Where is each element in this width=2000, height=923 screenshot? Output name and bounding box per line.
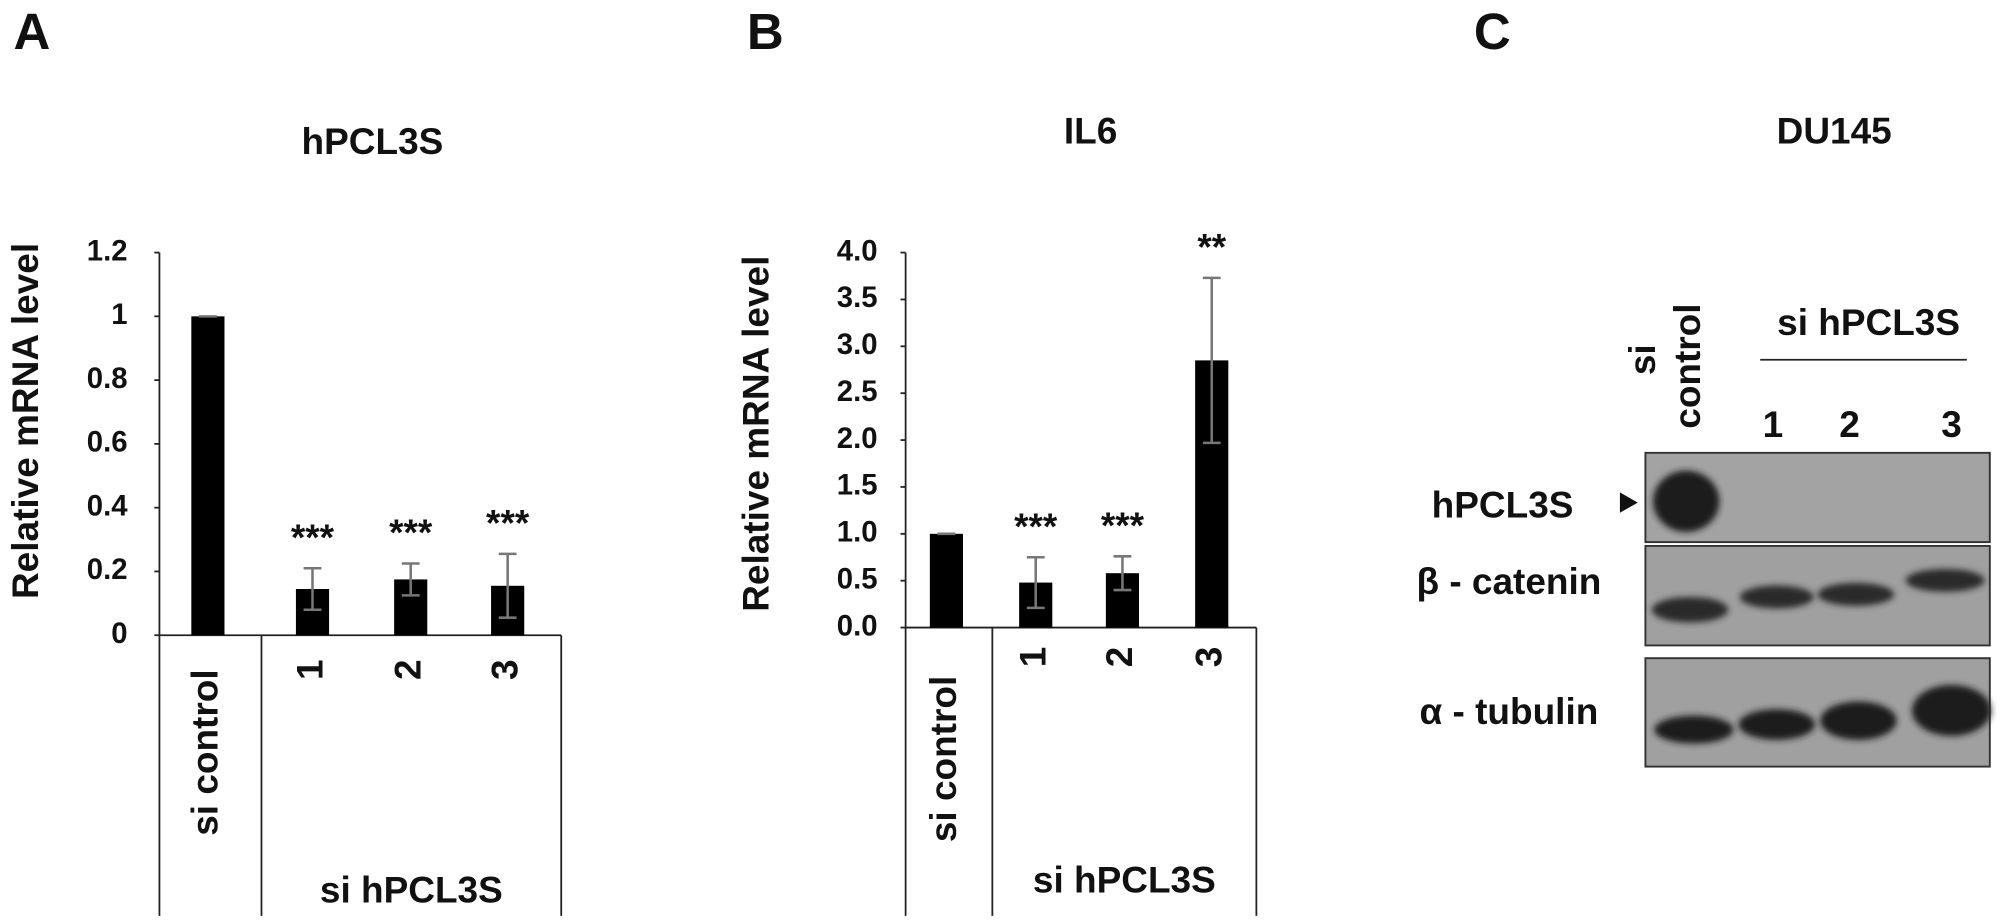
error-bar — [1026, 555, 1045, 610]
x-tick-label: si control — [923, 676, 964, 842]
panel-label: A — [13, 3, 50, 60]
x-tick-label: 3 — [484, 659, 525, 680]
error-bar — [1113, 555, 1132, 592]
significance: *** — [486, 503, 530, 544]
x-tick-label: 2 — [1099, 647, 1140, 668]
band — [1905, 568, 1985, 592]
significance: ** — [1197, 227, 1226, 268]
x-tick-label: si control — [185, 669, 226, 835]
band — [1651, 596, 1729, 623]
y-axis-label: Relative mRNA level — [5, 243, 46, 599]
band — [1820, 701, 1897, 740]
y-tick-label: 0.5 — [837, 562, 878, 595]
y-tick-label: 3.5 — [837, 281, 878, 314]
y-tick-label: 0 — [111, 617, 127, 650]
band — [1653, 470, 1720, 532]
y-tick-label: 1.5 — [837, 469, 878, 502]
lane-number: 1 — [1763, 404, 1784, 445]
blot-panel: C DU145 si control si hPCL3S 1 2 3 hPCL3… — [1417, 3, 1992, 768]
arrowhead — [1619, 492, 1638, 513]
band — [1738, 709, 1816, 740]
bar — [191, 316, 225, 636]
significance: *** — [1101, 505, 1145, 546]
y-axis-label: Relative mRNA level — [736, 256, 777, 612]
lane-number: 3 — [1941, 404, 1962, 445]
lane-label: si — [1622, 344, 1663, 375]
lane-label: control — [1667, 303, 1708, 428]
row-label: β - catenin — [1417, 561, 1602, 602]
y-tick-label: 3.0 — [837, 328, 878, 361]
row-label: α - tubulin — [1420, 691, 1599, 732]
y-tick-label: 0.6 — [87, 426, 128, 459]
band — [1911, 684, 1992, 736]
error-bar — [498, 552, 517, 619]
significance: *** — [291, 517, 335, 558]
y-tick-label: 4.0 — [837, 234, 878, 267]
x-tick-label: 2 — [387, 659, 428, 680]
lane-number: 2 — [1839, 404, 1860, 445]
y-tick-label: 1.2 — [87, 234, 128, 267]
y-tick-label: 0.4 — [87, 489, 128, 522]
y-tick-label: 1.0 — [837, 516, 878, 549]
chart-title: hPCL3S — [302, 121, 444, 162]
y-tick-label: 2.5 — [837, 375, 878, 408]
x-tick-label: 1 — [1012, 647, 1053, 668]
bar — [929, 533, 964, 628]
blot-strip — [1644, 544, 1991, 647]
significance: *** — [389, 512, 433, 553]
group-label: si hPCL3S — [320, 870, 503, 911]
y-tick-label: 2.0 — [837, 422, 878, 455]
band — [1817, 582, 1895, 606]
error-bar — [1202, 276, 1221, 445]
y-tick-label: 0.2 — [87, 553, 128, 586]
error-bar — [401, 562, 420, 597]
group-label: si hPCL3S — [1033, 859, 1216, 900]
chart-title: IL6 — [1064, 111, 1117, 152]
y-tick-label: 0.0 — [837, 609, 878, 642]
band — [1739, 585, 1814, 609]
error-bar — [303, 566, 322, 611]
x-tick-label: 1 — [289, 659, 330, 680]
x-tick-label: 3 — [1189, 647, 1230, 668]
significance: *** — [1014, 506, 1058, 547]
panel-label: B — [747, 3, 784, 60]
y-tick-label: 0.8 — [87, 362, 128, 395]
blot-title: DU145 — [1777, 111, 1892, 152]
row-label: hPCL3S — [1432, 484, 1574, 525]
y-tick-label: 1 — [111, 298, 127, 331]
group-label: si hPCL3S — [1777, 302, 1960, 343]
panel-label: C — [1474, 3, 1511, 60]
band — [1654, 715, 1734, 744]
